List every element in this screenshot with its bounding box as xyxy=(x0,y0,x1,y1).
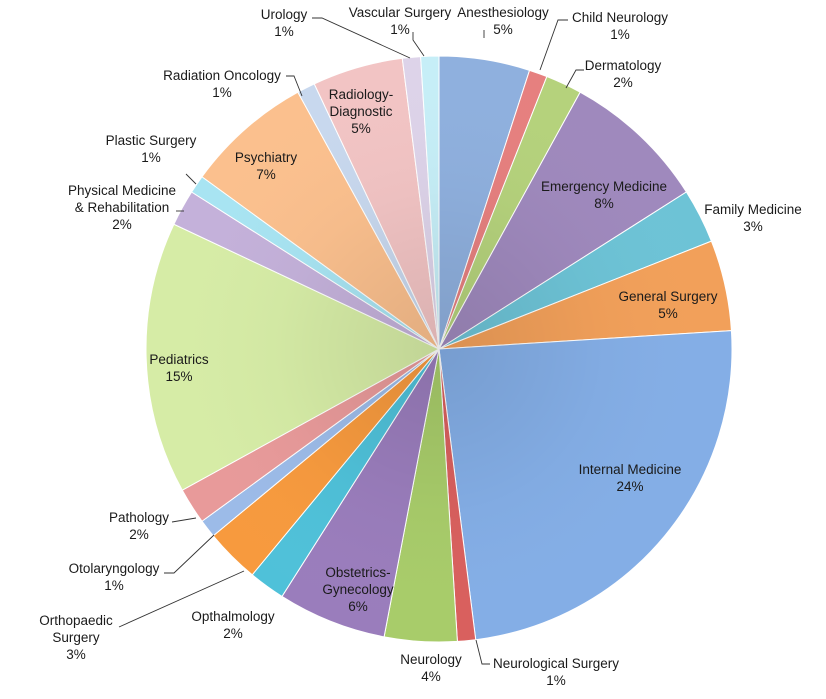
slice-label-emergency-medicine: Emergency Medicine 8% xyxy=(541,179,667,211)
leader-line-otolaryngology xyxy=(164,534,215,574)
slice-pct-otolaryngology: 1% xyxy=(104,578,124,593)
slice-pct-anesthesiology: 5% xyxy=(493,22,513,37)
slice-label-urology: Urology 1% xyxy=(261,7,308,39)
leader-line-plastic-surgery xyxy=(185,173,197,185)
slice-label-vascular-surgery: Vascular Surgery 1% xyxy=(349,5,452,37)
leader-line-dermatology xyxy=(565,69,584,89)
slice-label-child-neurology: Child Neurology 1% xyxy=(572,10,668,42)
slice-label-neurological-surgery: Neurological Surgery 1% xyxy=(493,656,619,688)
pie-shading xyxy=(146,56,732,642)
slice-label-neurology: Neurology 4% xyxy=(400,652,462,684)
slice-label-physical-medicine-rehabilitation: Physical Medicine & Rehabilitation 2% xyxy=(68,183,176,232)
slice-pct-physical-medicine-rehabilitation: 2% xyxy=(112,217,132,232)
slice-label-general-surgery: General Surgery 5% xyxy=(618,289,717,321)
slice-pct-pediatrics: 15% xyxy=(165,369,192,384)
pie-slices xyxy=(145,55,733,643)
slice-label-radiation-oncology: Radiation Oncology 1% xyxy=(163,68,281,100)
slice-label-internal-medicine: Internal Medicine 24% xyxy=(579,462,682,494)
leader-line-radiation-oncology xyxy=(286,75,303,97)
leader-line-neurological-surgery xyxy=(475,639,490,665)
slice-pct-dermatology: 2% xyxy=(613,75,633,90)
slice-label-psychiatry: Psychiatry 7% xyxy=(235,150,298,182)
leader-lines xyxy=(118,17,584,665)
slice-label-opthalmology: Opthalmology 2% xyxy=(191,609,275,641)
slice-labels: Anesthesiology 5% Child Neurology 1% Dermato… xyxy=(39,5,802,688)
slice-pct-obstetrics-gynecology: 6% xyxy=(348,599,368,614)
slice-pct-emergency-medicine: 8% xyxy=(594,196,614,211)
slice-label-anesthesiology: Anesthesiology 5% xyxy=(457,5,549,37)
slice-pct-internal-medicine: 24% xyxy=(616,479,643,494)
slice-label-orthopaedic-surgery: Orthopaedic Surgery 3% xyxy=(39,613,113,662)
slice-label-obstetrics-gynecology: Obstetrics-Gynecology 6% xyxy=(322,565,394,614)
leader-line-vascular-surgery xyxy=(412,32,425,57)
slice-pct-family-medicine: 3% xyxy=(743,219,763,234)
slice-pct-urology: 1% xyxy=(274,24,294,39)
slice-label-pathology: Pathology 2% xyxy=(109,510,169,542)
leader-line-orthopaedic-surgery xyxy=(118,570,245,628)
slice-pct-radiation-oncology: 1% xyxy=(212,85,232,100)
slice-pct-pathology: 2% xyxy=(129,527,149,542)
leader-line-urology xyxy=(312,17,411,59)
leader-line-pathology xyxy=(171,517,197,523)
slice-label-dermatology: Dermatology 2% xyxy=(585,58,662,90)
slice-pct-orthopaedic-surgery: 3% xyxy=(66,647,86,662)
slice-pct-opthalmology: 2% xyxy=(223,626,243,641)
slice-label-radiology-diagnostic: Radiology-Diagnostic 5% xyxy=(329,87,394,136)
slice-pct-plastic-surgery: 1% xyxy=(141,150,161,165)
slice-pct-general-surgery: 5% xyxy=(658,306,678,321)
slice-pct-neurological-surgery: 1% xyxy=(546,673,566,688)
slice-label-plastic-surgery: Plastic Surgery 1% xyxy=(106,133,197,165)
slice-pct-radiology-diagnostic: 5% xyxy=(351,121,371,136)
slice-pct-child-neurology: 1% xyxy=(610,27,630,42)
leader-line-child-neurology xyxy=(539,19,568,71)
slice-pct-vascular-surgery: 1% xyxy=(390,22,410,37)
slice-label-pediatrics: Pediatrics 15% xyxy=(149,352,209,384)
slice-label-otolaryngology: Otolaryngology 1% xyxy=(69,561,160,593)
slice-label-family-medicine: Family Medicine 3% xyxy=(704,202,802,234)
slice-pct-psychiatry: 7% xyxy=(256,167,276,182)
slice-pct-neurology: 4% xyxy=(421,669,441,684)
